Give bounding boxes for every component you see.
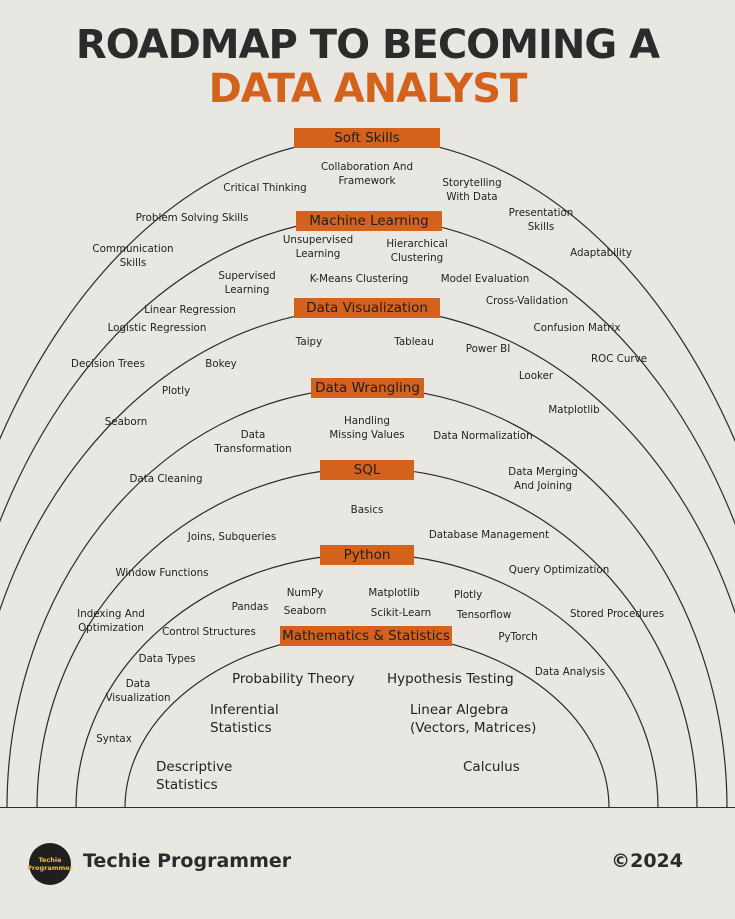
math-descriptive-statistics: Descriptive Statistics — [156, 759, 233, 793]
band-data-wrangling: Data Wrangling — [311, 378, 424, 398]
viz-seaborn: Seaborn — [104, 416, 148, 428]
sql-database-management: Database Management — [428, 529, 550, 541]
ml-unsupervised: Unsupervised Learning — [282, 234, 354, 260]
viz-plotly: Plotly — [161, 385, 191, 397]
python-numpy: NumPy — [286, 587, 324, 599]
math-calculus: Calculus — [463, 759, 520, 775]
python-pandas: Pandas — [231, 601, 269, 613]
python-syntax: Syntax — [96, 733, 132, 745]
python-data-visualization: Data Visualization — [105, 678, 171, 704]
brand-name: Techie Programmer — [83, 850, 292, 872]
skill-presentation: Presentation Skills — [508, 207, 574, 233]
viz-tableau: Tableau — [394, 336, 434, 348]
wrangling-normalization: Data Normalization — [433, 430, 533, 442]
footer-divider — [0, 807, 735, 808]
ml-kmeans: K-Means Clustering — [309, 273, 409, 285]
page-title-line1: ROADMAP TO BECOMING A — [75, 22, 660, 68]
wrangling-cleaning: Data Cleaning — [129, 473, 203, 485]
skill-critical-thinking: Critical Thinking — [223, 182, 307, 194]
python-data-types: Data Types — [138, 653, 196, 665]
band-sql: SQL — [320, 460, 414, 480]
viz-taipy: Taipy — [295, 336, 323, 348]
math-linear-algebra: Linear Algebra (Vectors, Matrices) — [410, 702, 537, 736]
ml-hierarchical: Hierarchical Clustering — [386, 238, 448, 264]
ml-decision-trees: Decision Trees — [71, 358, 145, 370]
wrangling-missing-values: Handling Missing Values — [329, 415, 405, 441]
wrangling-merging: Data Merging And Joining — [508, 466, 578, 492]
skill-collaboration: Collaboration And Framework — [320, 161, 414, 187]
ml-logistic-regression: Logistic Regression — [107, 322, 207, 334]
ml-confusion-matrix: Confusion Matrix — [533, 322, 621, 334]
skill-storytelling: Storytelling With Data — [442, 177, 502, 203]
band-mathematics-statistics: Mathematics & Statistics — [280, 626, 452, 646]
viz-matplotlib: Matplotlib — [548, 404, 600, 416]
ml-roc-curve: ROC Curve — [590, 353, 648, 365]
ml-linear-regression: Linear Regression — [144, 304, 236, 316]
python-data-analysis: Data Analysis — [534, 666, 606, 678]
ml-cross-validation: Cross-Validation — [485, 295, 569, 307]
math-hypothesis-testing: Hypothesis Testing — [387, 671, 514, 687]
python-matplotlib: Matplotlib — [368, 587, 420, 599]
viz-bokey: Bokey — [205, 358, 237, 370]
band-machine-learning: Machine Learning — [296, 211, 442, 231]
math-inferential-statistics: Inferential Statistics — [210, 702, 279, 736]
python-seaborn: Seaborn — [283, 605, 327, 617]
skill-adaptability: Adaptability — [570, 247, 632, 259]
python-scikit-learn: Scikit-Learn — [370, 607, 432, 619]
page-title-line2: DATA ANALYST — [208, 66, 528, 112]
math-probability-theory: Probability Theory — [232, 671, 355, 687]
copyright-year: ©2024 — [611, 850, 683, 872]
python-plotly: Plotly — [453, 589, 483, 601]
sql-window-functions: Window Functions — [115, 567, 209, 579]
skill-communication: Communication Skills — [92, 243, 174, 269]
sql-indexing: Indexing And Optimization — [77, 608, 145, 634]
viz-power-bi: Power BI — [465, 343, 511, 355]
band-data-visualization: Data Visualization — [294, 298, 440, 318]
sql-query-optimization: Query Optimization — [508, 564, 610, 576]
python-tensorflow: Tensorflow — [456, 609, 512, 621]
viz-looker: Looker — [518, 370, 554, 382]
ml-model-evaluation: Model Evaluation — [440, 273, 530, 285]
brand-logo: Techie Programmer — [27, 843, 73, 885]
skill-problem-solving: Problem Solving Skills — [135, 212, 249, 224]
sql-basics: Basics — [350, 504, 384, 516]
sql-joins: Joins, Subqueries — [187, 531, 277, 543]
band-soft-skills: Soft Skills — [294, 128, 440, 148]
python-control-structures: Control Structures — [162, 626, 256, 638]
python-pytorch: PyTorch — [498, 631, 538, 643]
band-python: Python — [320, 545, 414, 565]
wrangling-transformation: Data Transformation — [214, 429, 292, 455]
ml-supervised: Supervised Learning — [218, 270, 276, 296]
sql-stored-procedures: Stored Procedures — [569, 608, 665, 620]
